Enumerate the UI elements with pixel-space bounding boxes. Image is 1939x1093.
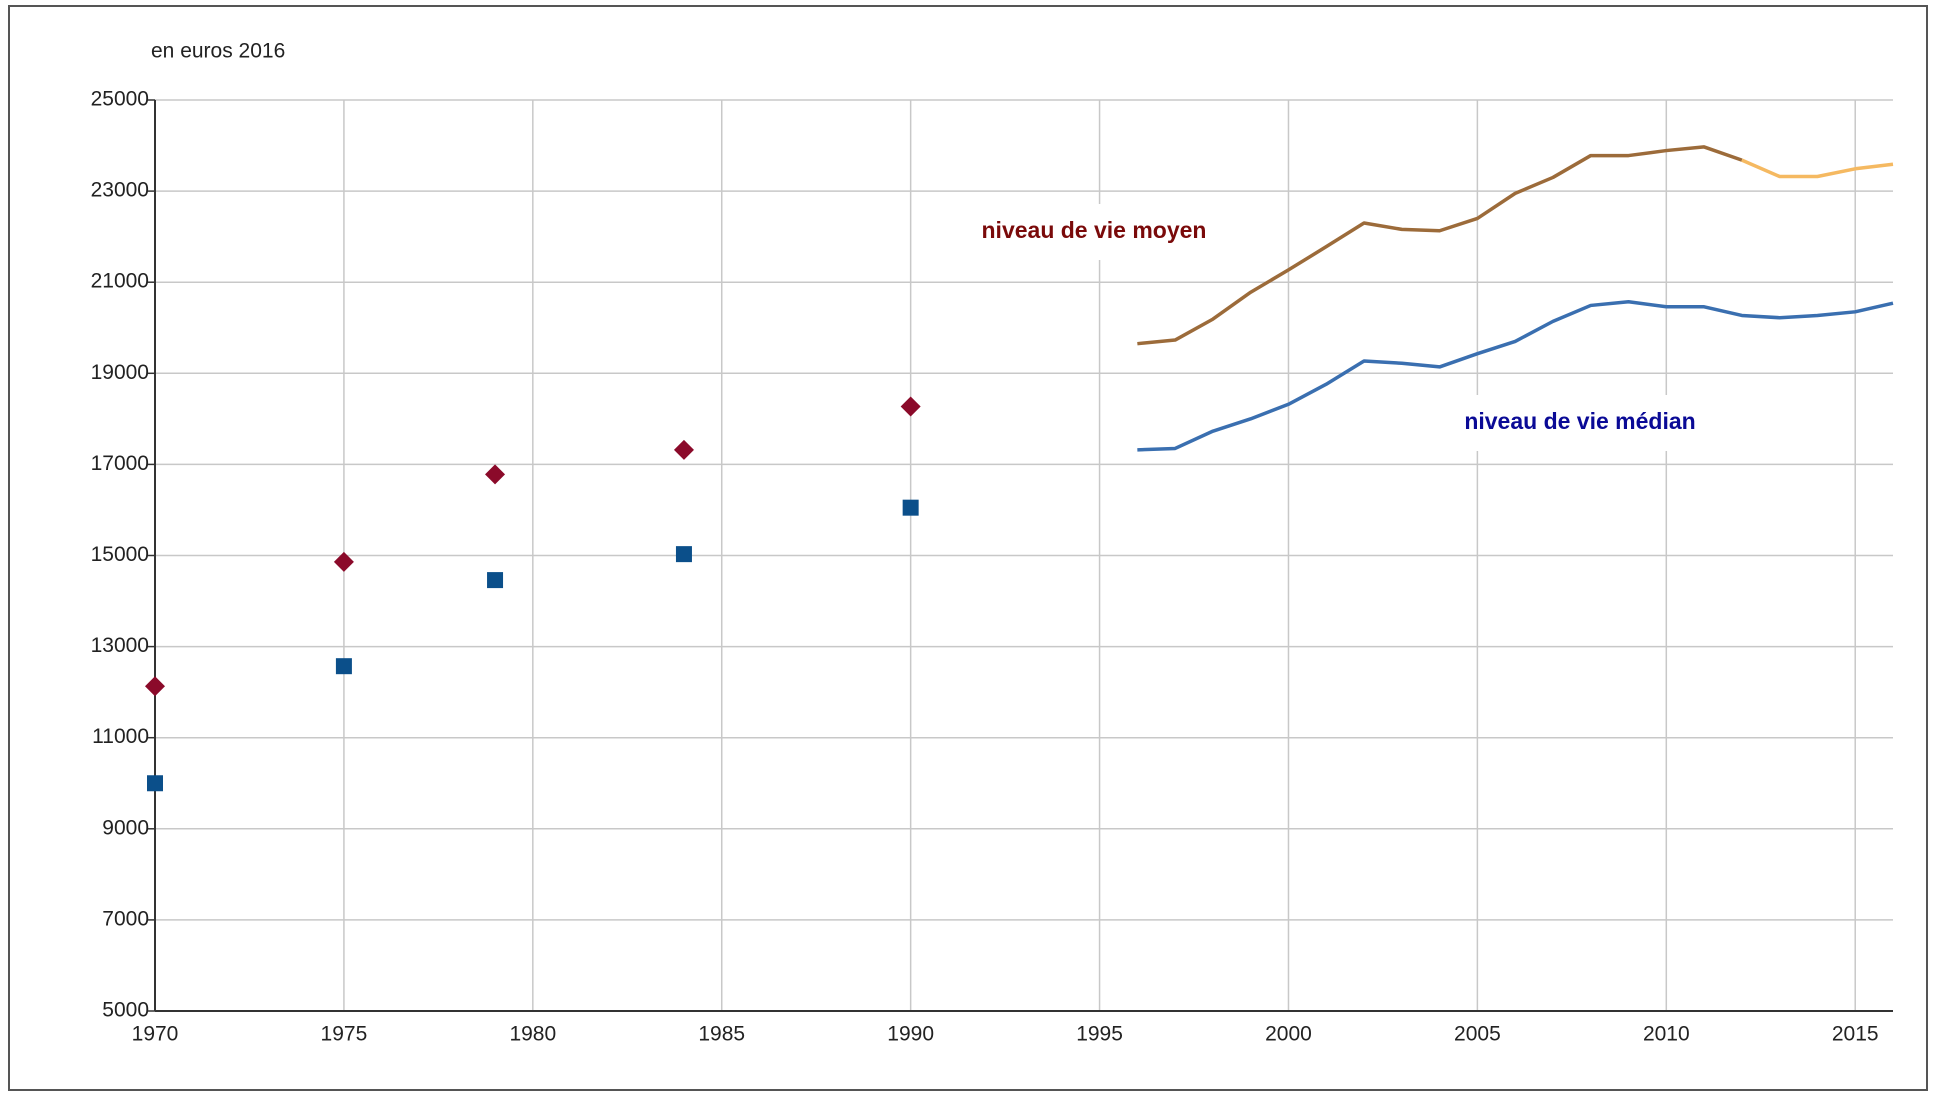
x-tick-label: 2000 xyxy=(1265,1023,1312,1046)
point xyxy=(900,396,921,417)
x-tick-label: 1970 xyxy=(132,1023,179,1046)
annotation: niveau de vie moyen xyxy=(982,217,1207,243)
y-tick-label: 11000 xyxy=(92,725,149,748)
line xyxy=(1137,300,1894,452)
annotation: niveau de vie médian xyxy=(1464,408,1695,434)
line xyxy=(1137,145,1743,346)
y-tick-label: 23000 xyxy=(91,179,149,202)
point xyxy=(487,572,504,589)
subtitle: en euros 2016 xyxy=(151,40,285,63)
point xyxy=(147,775,163,792)
x-tick-label: 1995 xyxy=(1076,1023,1123,1046)
annotation-bg xyxy=(954,204,1234,260)
y-tick-label: 19000 xyxy=(91,361,149,384)
y-tick-label: 7000 xyxy=(102,907,149,930)
y-tick-label: 21000 xyxy=(91,270,149,293)
point xyxy=(485,464,506,485)
x-tick-label: 1990 xyxy=(887,1023,934,1046)
y-tick-label: 25000 xyxy=(91,88,149,111)
frame xyxy=(8,5,1928,1091)
x-tick-label: 1975 xyxy=(321,1023,368,1046)
point xyxy=(335,658,352,675)
point xyxy=(673,439,694,460)
x-tick-label: 2005 xyxy=(1454,1023,1501,1046)
y-tick-label: 13000 xyxy=(91,634,149,657)
point xyxy=(333,551,354,572)
point xyxy=(145,676,165,697)
x-tick-label: 1985 xyxy=(698,1023,745,1046)
line xyxy=(1741,158,1894,179)
x-tick-label: 2015 xyxy=(1832,1023,1879,1046)
x-tick-label: 1980 xyxy=(509,1023,556,1046)
x-tick-label: 2010 xyxy=(1643,1023,1690,1046)
y-tick-label: 9000 xyxy=(102,816,149,839)
y-tick-label: 17000 xyxy=(91,452,149,475)
y-tick-label: 5000 xyxy=(102,999,149,1022)
y-tick-label: 15000 xyxy=(91,543,149,566)
point xyxy=(902,499,919,516)
point xyxy=(675,546,692,563)
annotation-bg xyxy=(1440,395,1720,451)
